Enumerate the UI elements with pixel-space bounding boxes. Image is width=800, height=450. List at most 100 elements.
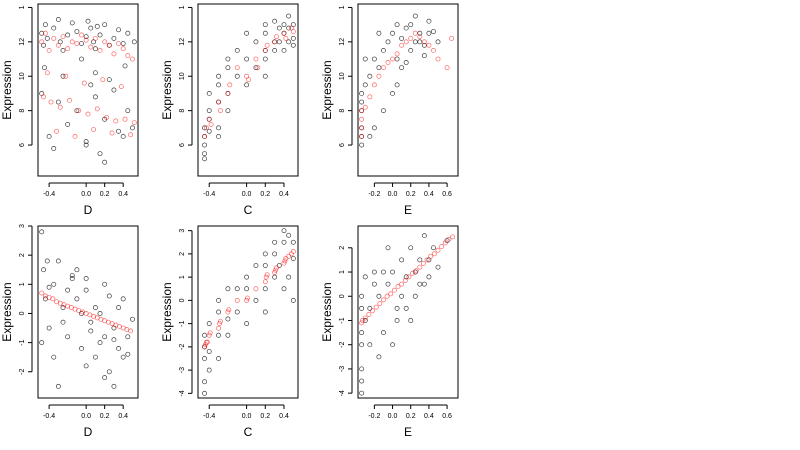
x-tick-label: -0.4 xyxy=(203,191,215,198)
data-point xyxy=(399,257,405,263)
y-tick-label: -3 xyxy=(339,366,346,372)
data-point xyxy=(216,325,222,331)
data-point xyxy=(431,251,437,257)
series-red-points xyxy=(359,234,455,326)
data-point xyxy=(60,305,66,311)
data-point xyxy=(94,23,100,29)
data-point xyxy=(376,354,382,360)
data-point xyxy=(207,330,213,336)
data-point xyxy=(102,22,108,28)
data-point xyxy=(276,263,282,268)
data-point xyxy=(225,309,231,315)
data-point xyxy=(272,270,278,275)
data-point xyxy=(276,25,282,31)
data-point xyxy=(60,319,66,325)
data-point xyxy=(51,281,57,287)
data-point xyxy=(44,35,50,41)
data-point xyxy=(281,47,287,53)
data-point xyxy=(83,34,89,40)
data-point xyxy=(390,269,395,275)
data-point xyxy=(92,305,98,311)
x-tick-label: 0.0 xyxy=(388,413,398,420)
x-tick-label: 0.2 xyxy=(406,191,416,198)
y-tick-label: 8 xyxy=(179,109,186,113)
data-point xyxy=(272,274,278,280)
data-point xyxy=(83,37,89,43)
data-point xyxy=(390,342,395,348)
y-tick-label: 1 xyxy=(19,282,26,286)
y-tick-label: 12 xyxy=(339,38,346,46)
data-point xyxy=(46,284,52,290)
data-point xyxy=(417,281,423,287)
data-point xyxy=(120,296,126,302)
data-point xyxy=(234,73,240,79)
data-point xyxy=(390,90,395,96)
data-point xyxy=(381,330,386,336)
data-point xyxy=(131,39,137,45)
data-point xyxy=(129,125,135,131)
data-point xyxy=(381,108,386,114)
data-point xyxy=(102,39,108,45)
data-point xyxy=(234,65,240,71)
data-point xyxy=(394,56,400,62)
data-point xyxy=(97,311,103,316)
data-point xyxy=(65,121,71,127)
panel-top-middle: -0.4 0.0 0.2 0.4 C 6 8 10 12 1 Expression xyxy=(160,3,299,217)
y-tick-label: 10 xyxy=(179,72,186,80)
data-point xyxy=(359,293,365,299)
data-point xyxy=(97,151,103,157)
data-point xyxy=(359,366,365,372)
data-point xyxy=(391,287,397,293)
series-red-points xyxy=(39,30,137,139)
data-point xyxy=(51,146,57,151)
data-point xyxy=(116,345,122,351)
data-point xyxy=(399,281,405,287)
data-point xyxy=(216,82,222,88)
data-point xyxy=(51,25,57,31)
data-point xyxy=(435,264,441,270)
data-point xyxy=(388,291,394,297)
data-point xyxy=(262,286,268,292)
data-point xyxy=(426,42,432,48)
data-point xyxy=(39,30,45,36)
y-axis-label: Expression xyxy=(160,282,174,341)
data-point xyxy=(65,46,71,52)
data-point xyxy=(262,73,268,79)
data-point xyxy=(362,104,368,110)
data-point xyxy=(394,305,400,311)
data-point xyxy=(362,315,368,321)
data-point xyxy=(202,156,207,162)
data-point xyxy=(410,270,415,276)
x-axis-label: C xyxy=(244,425,253,439)
y-tick-label: -1 xyxy=(339,317,346,323)
data-point xyxy=(202,344,207,350)
series-black-points xyxy=(359,13,441,148)
data-point xyxy=(281,260,287,266)
y-tick-label: 3 xyxy=(179,229,186,233)
data-point xyxy=(92,46,98,52)
data-point xyxy=(206,349,212,354)
y-tick-label: -3 xyxy=(179,367,186,373)
data-point xyxy=(442,240,448,246)
data-point xyxy=(42,65,47,71)
data-point xyxy=(281,286,287,292)
x-tick-label: 0.0 xyxy=(81,191,91,198)
data-point xyxy=(42,22,48,28)
data-point xyxy=(431,47,436,53)
data-point xyxy=(381,65,386,71)
data-point xyxy=(359,320,365,326)
series-red-points xyxy=(202,25,296,139)
y-tick-label: 3 xyxy=(19,224,26,228)
data-point xyxy=(44,258,50,264)
x-tick-label: 0.6 xyxy=(442,413,452,420)
data-point xyxy=(421,261,426,266)
data-point xyxy=(125,30,131,36)
data-point xyxy=(253,65,259,71)
plot-frame xyxy=(37,225,139,399)
data-point xyxy=(274,265,279,271)
data-point xyxy=(412,13,418,19)
data-point xyxy=(282,258,288,264)
data-point xyxy=(202,142,207,148)
data-point xyxy=(116,128,122,134)
y-tick-label: 1 xyxy=(179,5,186,9)
